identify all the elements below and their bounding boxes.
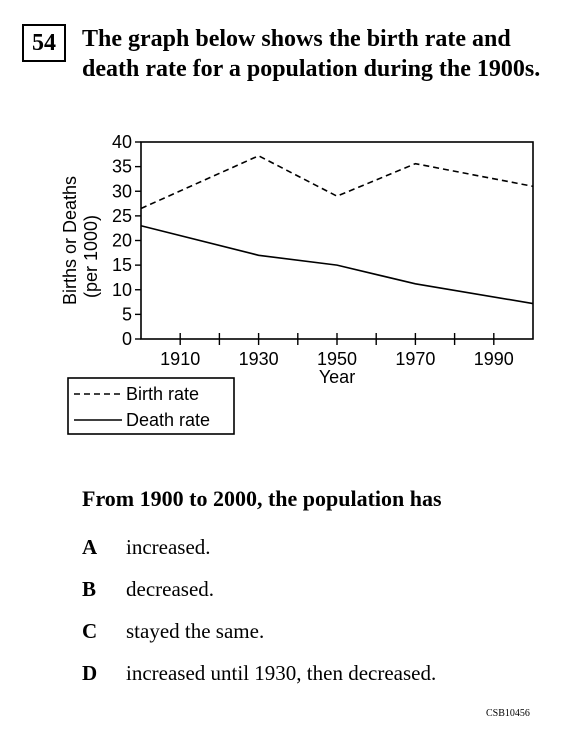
option-b[interactable]: B decreased.: [82, 577, 214, 602]
option-letter: A: [82, 535, 98, 559]
option-c[interactable]: C stayed the same.: [82, 619, 264, 644]
y-tick-label: 40: [112, 132, 132, 152]
x-tick-label: 1990: [474, 349, 514, 369]
legend-label: Death rate: [126, 410, 210, 430]
option-text: stayed the same.: [126, 619, 265, 643]
y-tick-label: 35: [112, 157, 132, 177]
y-axis-label: Births or Deaths: [60, 176, 80, 305]
option-d[interactable]: D increased until 1930, then decreased.: [82, 661, 436, 686]
x-tick-label: 1930: [239, 349, 279, 369]
y-axis-label-units: (per 1000): [81, 215, 101, 298]
y-tick-label: 5: [122, 304, 132, 324]
option-a[interactable]: A increased.: [82, 535, 211, 560]
y-tick-label: 15: [112, 255, 132, 275]
y-tick-label: 0: [122, 329, 132, 349]
option-letter: C: [82, 619, 98, 643]
option-text: decreased.: [126, 577, 215, 601]
x-tick-label: 1950: [317, 349, 357, 369]
question-text: The graph below shows the birth rate and…: [82, 26, 541, 82]
x-axis-label: Year: [319, 367, 355, 387]
item-code: CSB10456: [486, 708, 530, 719]
line-chart: 0 5 10 15 20 25 30 35 40 1910 1930 1950 1970 1990 Year…: [52, 128, 552, 438]
x-tick-label: 1910: [160, 349, 200, 369]
y-tick-label: 10: [112, 280, 132, 300]
option-letter: B: [82, 577, 97, 601]
option-text: increased until 1930, then decreased.: [126, 661, 437, 685]
legend-box: [67, 377, 235, 435]
question-number: 54: [22, 24, 66, 62]
y-tick-label: 30: [112, 181, 132, 201]
y-tick-label: 20: [112, 231, 132, 251]
option-text: increased.: [126, 535, 211, 559]
series-line-death-rate: [140, 224, 534, 305]
chart-svg: 0 5 10 15 20 25 30 35 40 1910 1930 1950 1970 1990 Year…: [60, 132, 534, 435]
question-prompt: From 1900 to 2000, the population has: [82, 486, 442, 511]
series-line-birth-rate: [140, 154, 534, 210]
option-letter: D: [82, 661, 98, 685]
x-tick-label: 1970: [395, 349, 435, 369]
y-tick-label: 25: [112, 206, 132, 226]
legend-label: Birth rate: [126, 384, 199, 404]
